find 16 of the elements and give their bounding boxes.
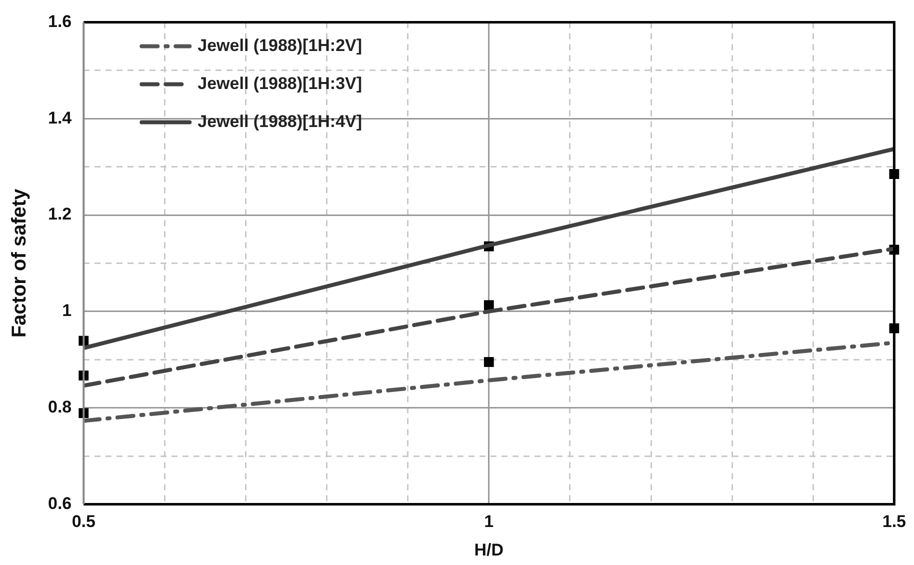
y-tick-label: 1.6 — [48, 12, 72, 31]
y-tick-label: 0.8 — [48, 397, 72, 416]
legend-label: Jewell (1988)[1H:4V] — [198, 112, 362, 131]
x-tick-label: 0.5 — [72, 512, 96, 532]
y-tick-label: 0.6 — [48, 494, 72, 513]
y-tick-label: 1.4 — [48, 108, 72, 128]
y-tick-label: 1 — [62, 301, 72, 320]
x-tick-label: 1.5 — [882, 512, 906, 532]
legend-label: Jewell (1988)[1H:2V] — [198, 36, 362, 55]
x-tick-label: 1 — [484, 512, 494, 532]
point — [484, 357, 494, 367]
legend-label: Jewell (1988)[1H:3V] — [198, 74, 362, 93]
x-axis-title: H/D — [474, 540, 504, 560]
y-tick-label: 1.2 — [48, 204, 72, 224]
y-axis-title: Factor of safety — [8, 188, 31, 338]
point — [484, 300, 494, 310]
